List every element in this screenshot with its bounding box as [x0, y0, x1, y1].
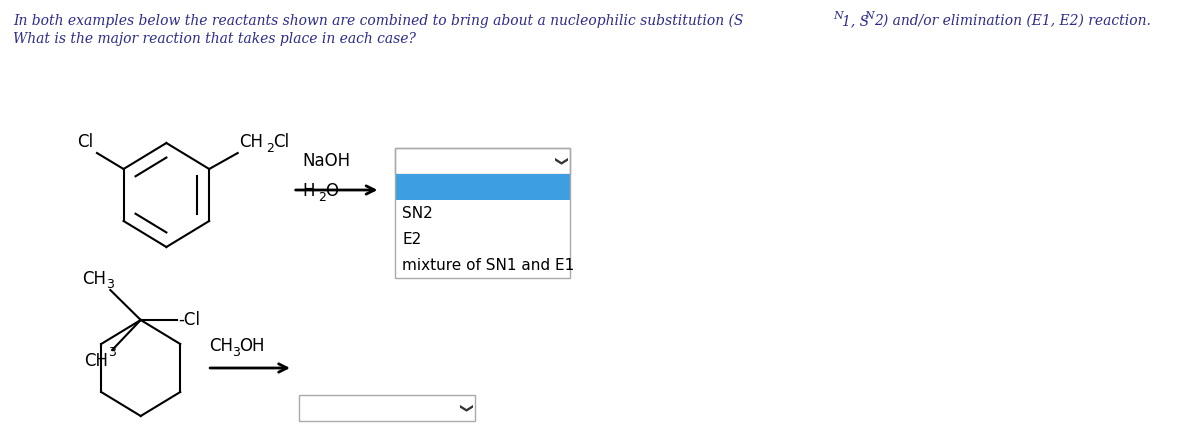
- Bar: [300, 395, 475, 421]
- Text: OH: OH: [239, 337, 264, 355]
- Text: 2: 2: [318, 191, 326, 204]
- Bar: [395, 148, 570, 278]
- Text: 3: 3: [108, 346, 116, 359]
- Text: mixture of SN1 and E1: mixture of SN1 and E1: [402, 257, 575, 273]
- Text: N: N: [833, 11, 842, 21]
- Bar: [395, 252, 570, 278]
- Text: Cl: Cl: [77, 133, 94, 151]
- Text: SN2: SN2: [402, 206, 433, 220]
- Text: 1, S: 1, S: [842, 14, 870, 28]
- Text: 3: 3: [107, 278, 114, 291]
- Text: E2: E2: [402, 232, 421, 246]
- Bar: [395, 226, 570, 252]
- Text: O: O: [325, 182, 338, 200]
- Bar: [395, 174, 570, 200]
- Text: -Cl: -Cl: [179, 311, 200, 329]
- Text: H: H: [302, 182, 314, 200]
- Text: CH: CH: [83, 270, 107, 288]
- Text: ❯: ❯: [552, 156, 565, 166]
- Text: 3: 3: [232, 346, 240, 359]
- Text: 2) and/or elimination (E1, E2) reaction.: 2) and/or elimination (E1, E2) reaction.: [874, 14, 1151, 28]
- Text: NaOH: NaOH: [302, 152, 350, 170]
- Text: CH: CH: [84, 352, 108, 370]
- Text: Cl: Cl: [272, 133, 289, 151]
- Text: N: N: [864, 11, 874, 21]
- Text: In both examples below the reactants shown are combined to bring about a nucleop: In both examples below the reactants sho…: [13, 14, 744, 29]
- Bar: [395, 148, 570, 174]
- Text: CH: CH: [240, 133, 264, 151]
- Bar: [395, 200, 570, 226]
- Text: What is the major reaction that takes place in each case?: What is the major reaction that takes pl…: [13, 32, 416, 46]
- Text: 2: 2: [266, 142, 274, 155]
- Text: ❯: ❯: [457, 403, 470, 413]
- Text: CH: CH: [209, 337, 233, 355]
